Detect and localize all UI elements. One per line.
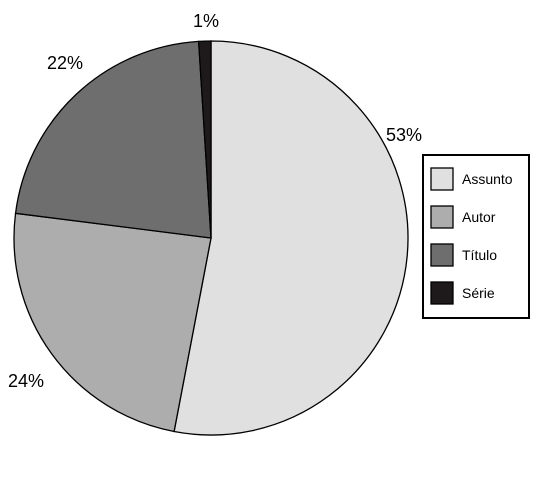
pie-slice-autor <box>13 212 212 433</box>
legend-label-titulo: Título <box>462 247 497 263</box>
pie-label-assunto: 53% <box>386 125 422 145</box>
pie-slice-serie <box>197 40 212 239</box>
legend-swatch-assunto <box>430 167 454 191</box>
pie-label-serie: 1% <box>193 11 219 31</box>
legend: Assunto Autor Título Série <box>422 154 530 319</box>
pie-slice-assunto <box>173 40 409 436</box>
pie-label-autor: 24% <box>8 371 44 391</box>
legend-swatch-serie <box>430 281 454 305</box>
legend-label-autor: Autor <box>462 209 496 225</box>
legend-items: Assunto Autor Título Série <box>430 167 513 305</box>
legend-label-serie: Série <box>462 285 495 301</box>
pie-label-titulo: 22% <box>47 53 83 73</box>
legend-label-assunto: Assunto <box>462 171 513 187</box>
pie-slices <box>13 40 409 436</box>
pie-percent-labels: 53% 24% 22% 1% <box>8 11 422 391</box>
legend-swatch-titulo <box>430 243 454 267</box>
pie-slice-titulo <box>14 40 212 239</box>
legend-swatch-autor <box>430 205 454 229</box>
